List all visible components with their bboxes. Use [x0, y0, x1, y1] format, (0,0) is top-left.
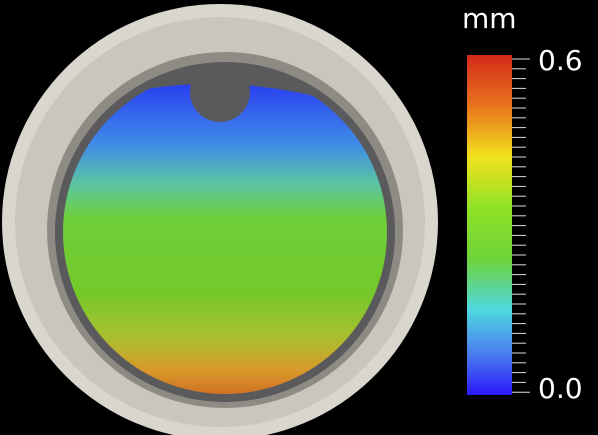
colorbar-gradient — [467, 55, 512, 395]
page: mm 0.6 0.0 (() => { const data = JSON.pa… — [0, 0, 598, 435]
colorbar-unit: mm — [462, 2, 517, 35]
colorbar-max-label: 0.6 — [538, 44, 583, 77]
figure: mm 0.6 0.0 — [0, 0, 598, 435]
colorbar: mm 0.6 0.0 — [462, 2, 583, 405]
colorbar-min-label: 0.0 — [538, 372, 583, 405]
sample-render — [2, 4, 438, 435]
colorbar-ticks — [512, 59, 530, 392]
